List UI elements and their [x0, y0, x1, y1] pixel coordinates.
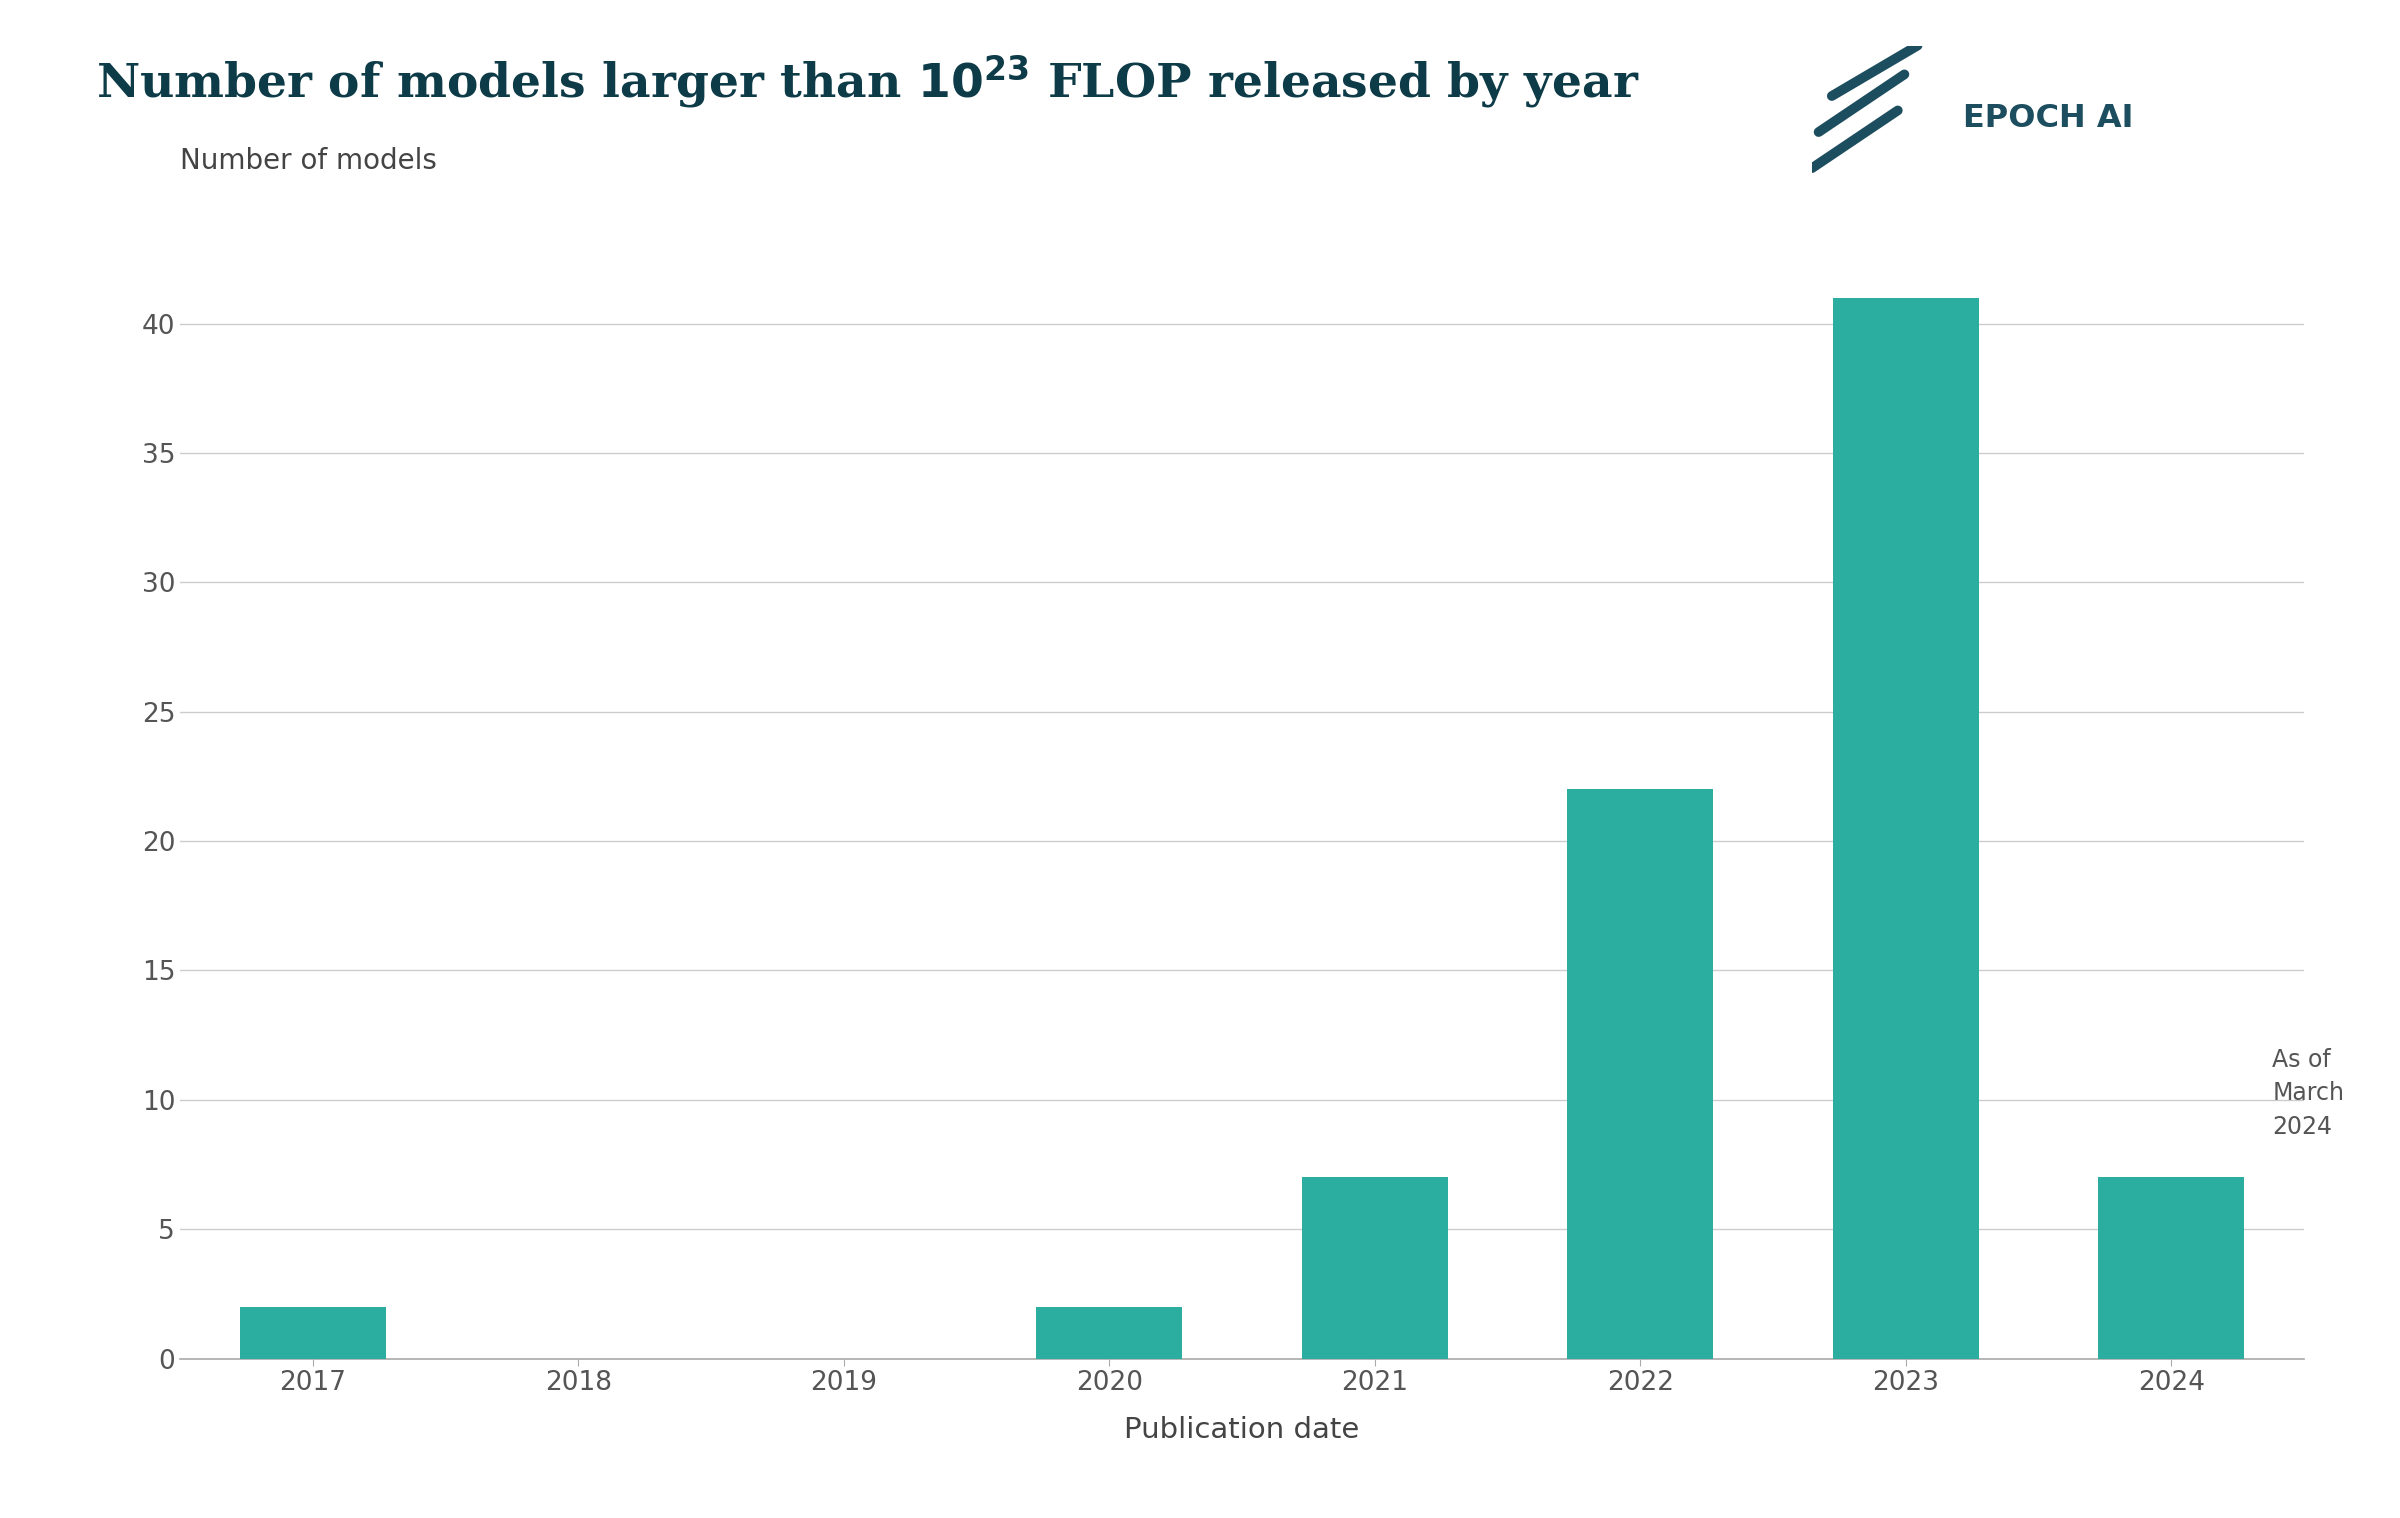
Bar — [1301, 1178, 1447, 1359]
Bar — [1834, 298, 1978, 1359]
Text: Number of models: Number of models — [180, 147, 437, 175]
X-axis label: Publication date: Publication date — [1123, 1416, 1361, 1444]
Bar — [2098, 1178, 2244, 1359]
Bar — [1037, 1307, 1183, 1359]
Bar — [240, 1307, 386, 1359]
Bar — [1567, 789, 1714, 1359]
Text: As of
March
2024: As of March 2024 — [2273, 1047, 2345, 1138]
Text: EPOCH AI: EPOCH AI — [1963, 103, 2134, 134]
Text: Number of models larger than $\mathbf{10^{23}}$ FLOP released by year: Number of models larger than $\mathbf{10… — [96, 53, 1639, 111]
